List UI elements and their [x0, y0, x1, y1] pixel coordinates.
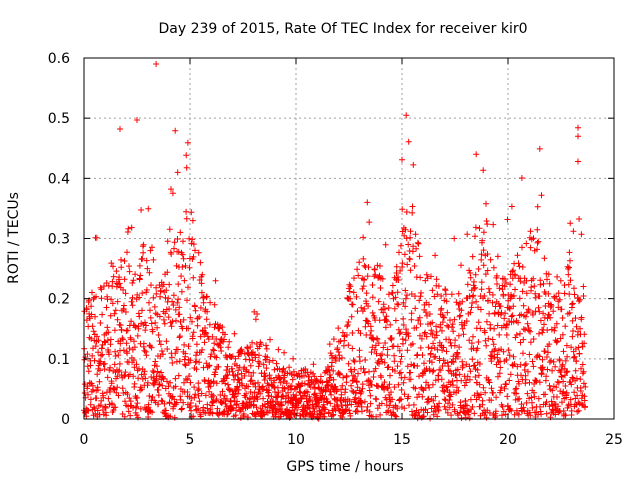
- x-tick-label: 5: [186, 432, 195, 448]
- y-tick-label: 0.5: [48, 111, 70, 127]
- x-tick-label: 25: [605, 432, 623, 448]
- roti-series-points: [81, 61, 589, 422]
- axis-ticks: 0 5 10 15 20 25 0 0.1 0.2 0.3 0.4 0.5 0.6: [48, 51, 623, 448]
- chart-title: Day 239 of 2015, Rate Of TEC Index for r…: [158, 21, 527, 37]
- x-tick-label: 20: [499, 432, 517, 448]
- x-axis-label: GPS time / hours: [286, 459, 403, 475]
- y-tick-label: 0: [61, 412, 70, 428]
- y-tick-label: 0.6: [48, 51, 70, 67]
- x-tick-label: 10: [287, 432, 305, 448]
- y-tick-label: 0.1: [48, 352, 70, 368]
- data-points: [81, 61, 589, 422]
- y-tick-label: 0.3: [48, 232, 70, 248]
- y-axis-label: ROTI / TECUs: [6, 192, 22, 284]
- y-tick-label: 0.4: [48, 171, 70, 187]
- x-tick-label: 0: [80, 432, 89, 448]
- x-tick-label: 15: [393, 432, 411, 448]
- grid-lines: [84, 58, 614, 419]
- y-tick-label: 0.2: [48, 292, 70, 308]
